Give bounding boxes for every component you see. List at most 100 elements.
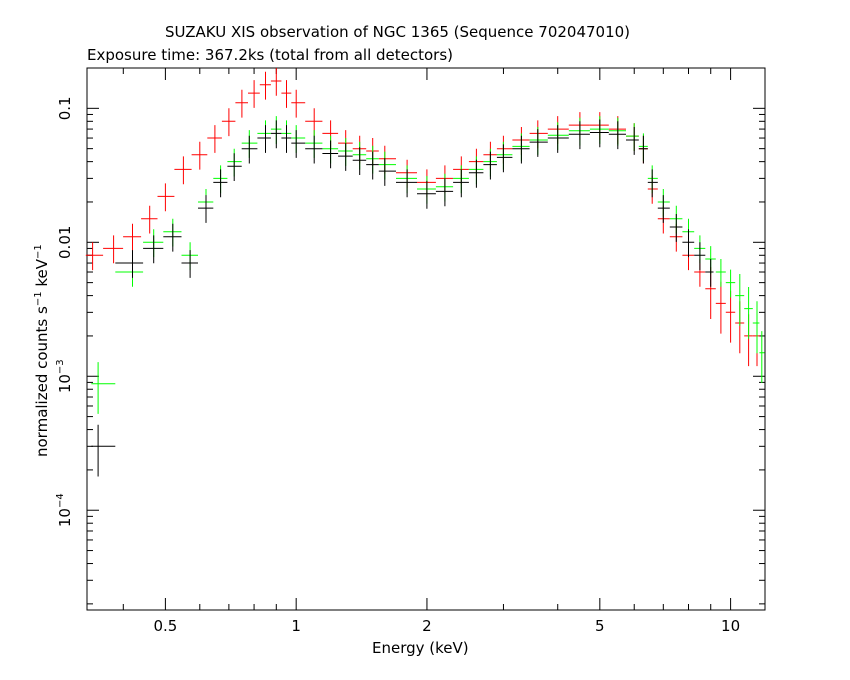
data-point bbox=[322, 140, 339, 169]
data-point bbox=[669, 214, 683, 242]
data-point bbox=[174, 156, 192, 185]
data-point bbox=[568, 112, 590, 140]
data-point bbox=[305, 135, 323, 164]
data-point bbox=[281, 80, 292, 108]
data-point bbox=[366, 151, 379, 180]
data-point bbox=[248, 80, 260, 108]
y-tick-label: 10−3 bbox=[55, 359, 74, 393]
series-2 bbox=[91, 119, 714, 477]
data-point bbox=[589, 119, 609, 148]
y-tick-label-text: 10−4 bbox=[55, 493, 74, 527]
data-point bbox=[270, 68, 282, 96]
data-point bbox=[453, 169, 469, 198]
data-point bbox=[547, 122, 569, 150]
y-axis-label-text: normalized counts s bbox=[33, 306, 51, 457]
y-tick-label-text: 0.01 bbox=[56, 226, 74, 259]
x-tick-label: 0.5 bbox=[153, 617, 177, 635]
data-point bbox=[725, 269, 736, 298]
data-point bbox=[657, 195, 670, 223]
data-point bbox=[143, 235, 164, 264]
y-tick-label: 0.1 bbox=[56, 96, 74, 120]
data-point bbox=[378, 151, 396, 180]
data-point bbox=[529, 127, 548, 155]
x-tick-label: 10 bbox=[721, 617, 740, 635]
data-point bbox=[281, 125, 292, 153]
data-point bbox=[257, 125, 271, 153]
data-point bbox=[496, 141, 513, 170]
y-axis-label-exp1: −1 bbox=[33, 291, 44, 307]
data-point bbox=[752, 314, 760, 367]
data-point bbox=[744, 287, 753, 339]
data-point bbox=[270, 120, 282, 149]
x-tick-label: 5 bbox=[595, 617, 605, 635]
data-point bbox=[547, 116, 569, 144]
data-point bbox=[417, 180, 436, 209]
axis-ticks bbox=[87, 67, 765, 610]
data-point bbox=[157, 183, 175, 212]
data-point bbox=[181, 250, 198, 278]
data-point bbox=[396, 165, 417, 194]
y-tick-label: 10−4 bbox=[55, 493, 74, 527]
x-axis-label: Energy (keV) bbox=[372, 639, 469, 657]
data-point bbox=[123, 223, 142, 252]
data-point bbox=[682, 229, 695, 258]
data-point bbox=[198, 195, 214, 223]
x-tick-label: 1 bbox=[291, 617, 301, 635]
axis-tick-labels: 0.5 1 2 5 10 0.1 0.01 10−3 10−4 bbox=[55, 96, 740, 635]
data-point bbox=[483, 151, 497, 180]
data-point bbox=[191, 141, 208, 170]
data-point bbox=[163, 223, 182, 252]
data-point bbox=[715, 259, 726, 287]
data-point bbox=[103, 235, 124, 264]
data-point bbox=[91, 424, 116, 477]
data-point bbox=[85, 242, 104, 271]
y-tick-label-text: 0.1 bbox=[56, 96, 74, 120]
data-point bbox=[141, 205, 158, 234]
data-point bbox=[396, 169, 417, 198]
data-point bbox=[512, 135, 530, 164]
data-point bbox=[257, 120, 271, 149]
data-point bbox=[241, 135, 258, 164]
plot-frame bbox=[86, 67, 766, 611]
data-point bbox=[338, 143, 353, 171]
data-series bbox=[85, 68, 765, 477]
x-tick-label: 2 bbox=[422, 617, 432, 635]
data-point bbox=[496, 135, 513, 164]
data-point bbox=[647, 169, 658, 198]
data-point bbox=[396, 159, 417, 188]
data-point bbox=[378, 158, 396, 186]
data-point bbox=[435, 178, 454, 207]
y-axis-label-exp2: −1 bbox=[33, 244, 44, 259]
data-point bbox=[626, 127, 639, 155]
series-0 bbox=[85, 68, 760, 367]
y-axis-label: normalized counts s−1 keV−1 bbox=[33, 244, 51, 457]
data-point bbox=[547, 125, 569, 153]
data-point bbox=[352, 147, 367, 175]
data-point bbox=[715, 281, 726, 334]
data-point bbox=[496, 144, 513, 173]
data-point bbox=[694, 242, 706, 271]
data-point bbox=[529, 120, 548, 149]
chart-title: SUZAKU XIS observation of NGC 1365 (Sequ… bbox=[165, 23, 631, 41]
chart-subtitle: Exposure time: 367.2ks (total from all d… bbox=[87, 46, 454, 64]
data-point bbox=[291, 130, 306, 158]
data-point bbox=[705, 259, 714, 287]
data-point bbox=[91, 362, 116, 414]
data-point bbox=[529, 129, 548, 157]
data-point bbox=[221, 108, 236, 137]
y-tick-label-text: 10−3 bbox=[55, 359, 74, 393]
data-point bbox=[626, 123, 639, 151]
data-point bbox=[568, 121, 590, 150]
data-point bbox=[235, 89, 248, 118]
y-axis-label-unit: keV bbox=[33, 258, 51, 292]
data-point bbox=[647, 176, 658, 204]
data-point bbox=[759, 331, 765, 383]
data-point bbox=[568, 117, 590, 146]
data-point bbox=[468, 159, 484, 188]
data-point bbox=[291, 89, 306, 118]
data-point bbox=[213, 169, 228, 198]
data-point bbox=[227, 153, 242, 181]
data-point bbox=[115, 250, 144, 278]
series-1 bbox=[91, 116, 765, 414]
data-point bbox=[291, 125, 306, 153]
